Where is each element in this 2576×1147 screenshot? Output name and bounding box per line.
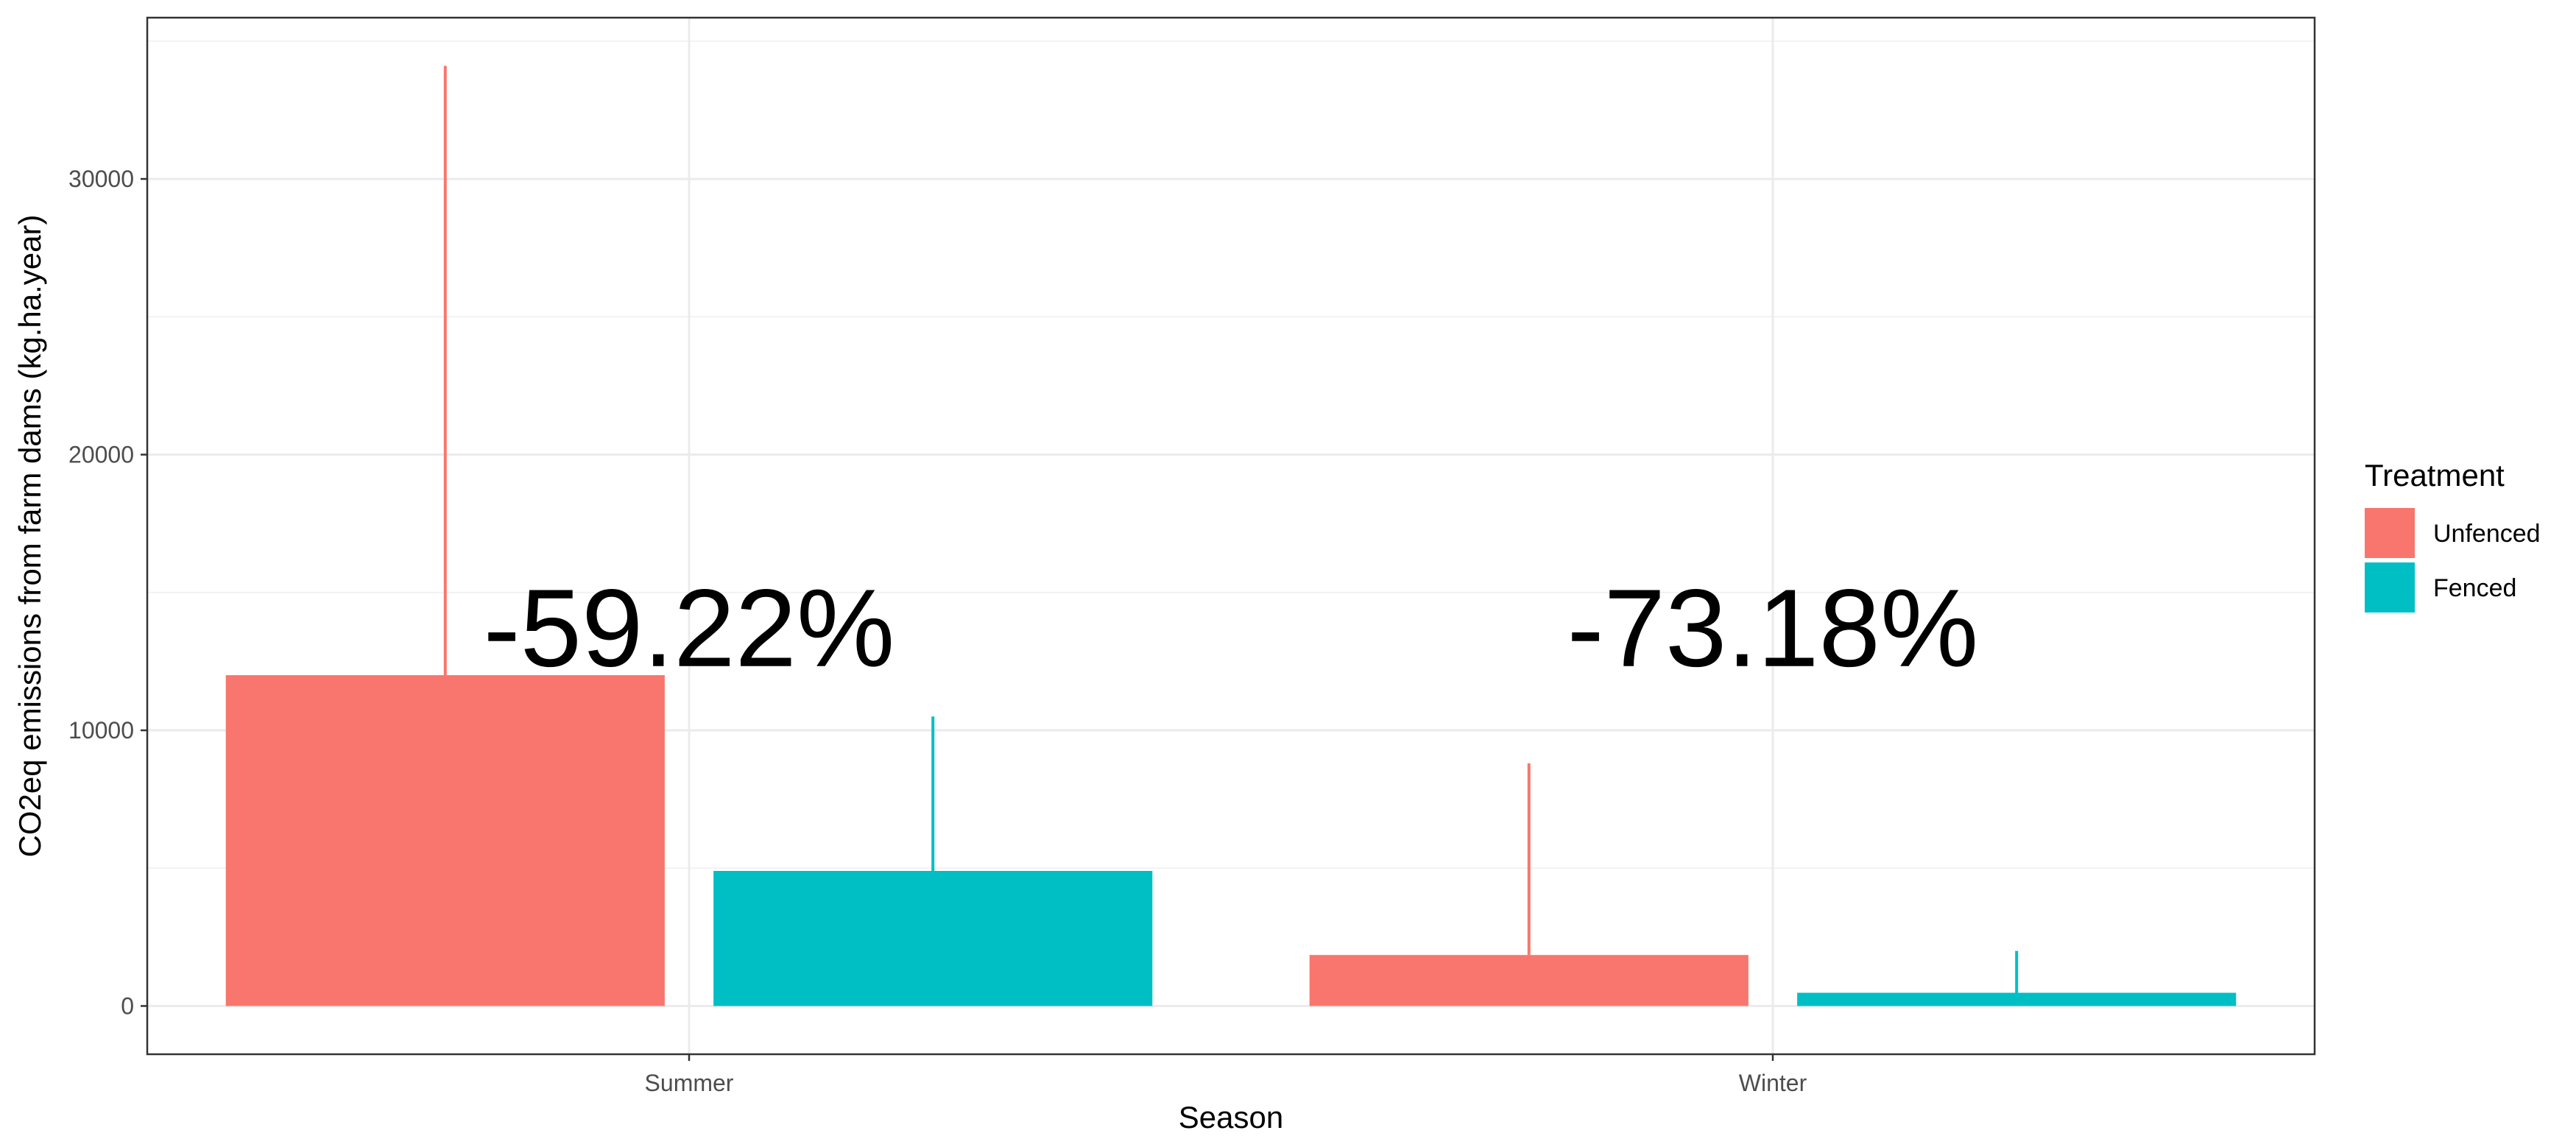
bars — [225, 675, 2237, 1006]
percent-change-annotation: -73.18% — [1567, 566, 1979, 690]
bar-fenced-winter — [1797, 992, 2237, 1006]
y-tick-label: 20000 — [68, 442, 134, 468]
bar-fenced-summer — [713, 870, 1153, 1006]
y-tick-label: 30000 — [68, 166, 134, 192]
error-bars — [443, 66, 2019, 993]
legend-label-fenced: Fenced — [2433, 574, 2516, 602]
legend: Treatment Unfenced Fenced — [2365, 458, 2541, 613]
plot-panel-border — [146, 16, 2316, 1056]
x-axis-title: Season — [1179, 1100, 1283, 1134]
x-tick-label: Summer — [645, 1070, 734, 1096]
y-axis-title: CO2eq emissions from farm dams (kg.ha.ye… — [13, 215, 47, 858]
grid — [147, 18, 2315, 1054]
legend-key-fenced — [2365, 562, 2415, 613]
legend-title: Treatment — [2365, 458, 2505, 493]
annotations: -59.22% -73.18% — [484, 566, 1979, 690]
percent-change-annotation: -59.22% — [484, 566, 895, 690]
y-tick-label: 0 — [121, 992, 134, 1019]
bar-unfenced-winter — [1309, 955, 1748, 1006]
axis-ticks: 0 10000 20000 30000 Summer Winter — [68, 166, 1807, 1096]
x-tick-label: Winter — [1739, 1070, 1807, 1096]
legend-key-unfenced — [2365, 508, 2415, 558]
legend-label-unfenced: Unfenced — [2433, 520, 2541, 548]
bar-unfenced-summer — [225, 675, 665, 1006]
y-tick-label: 10000 — [68, 717, 134, 744]
